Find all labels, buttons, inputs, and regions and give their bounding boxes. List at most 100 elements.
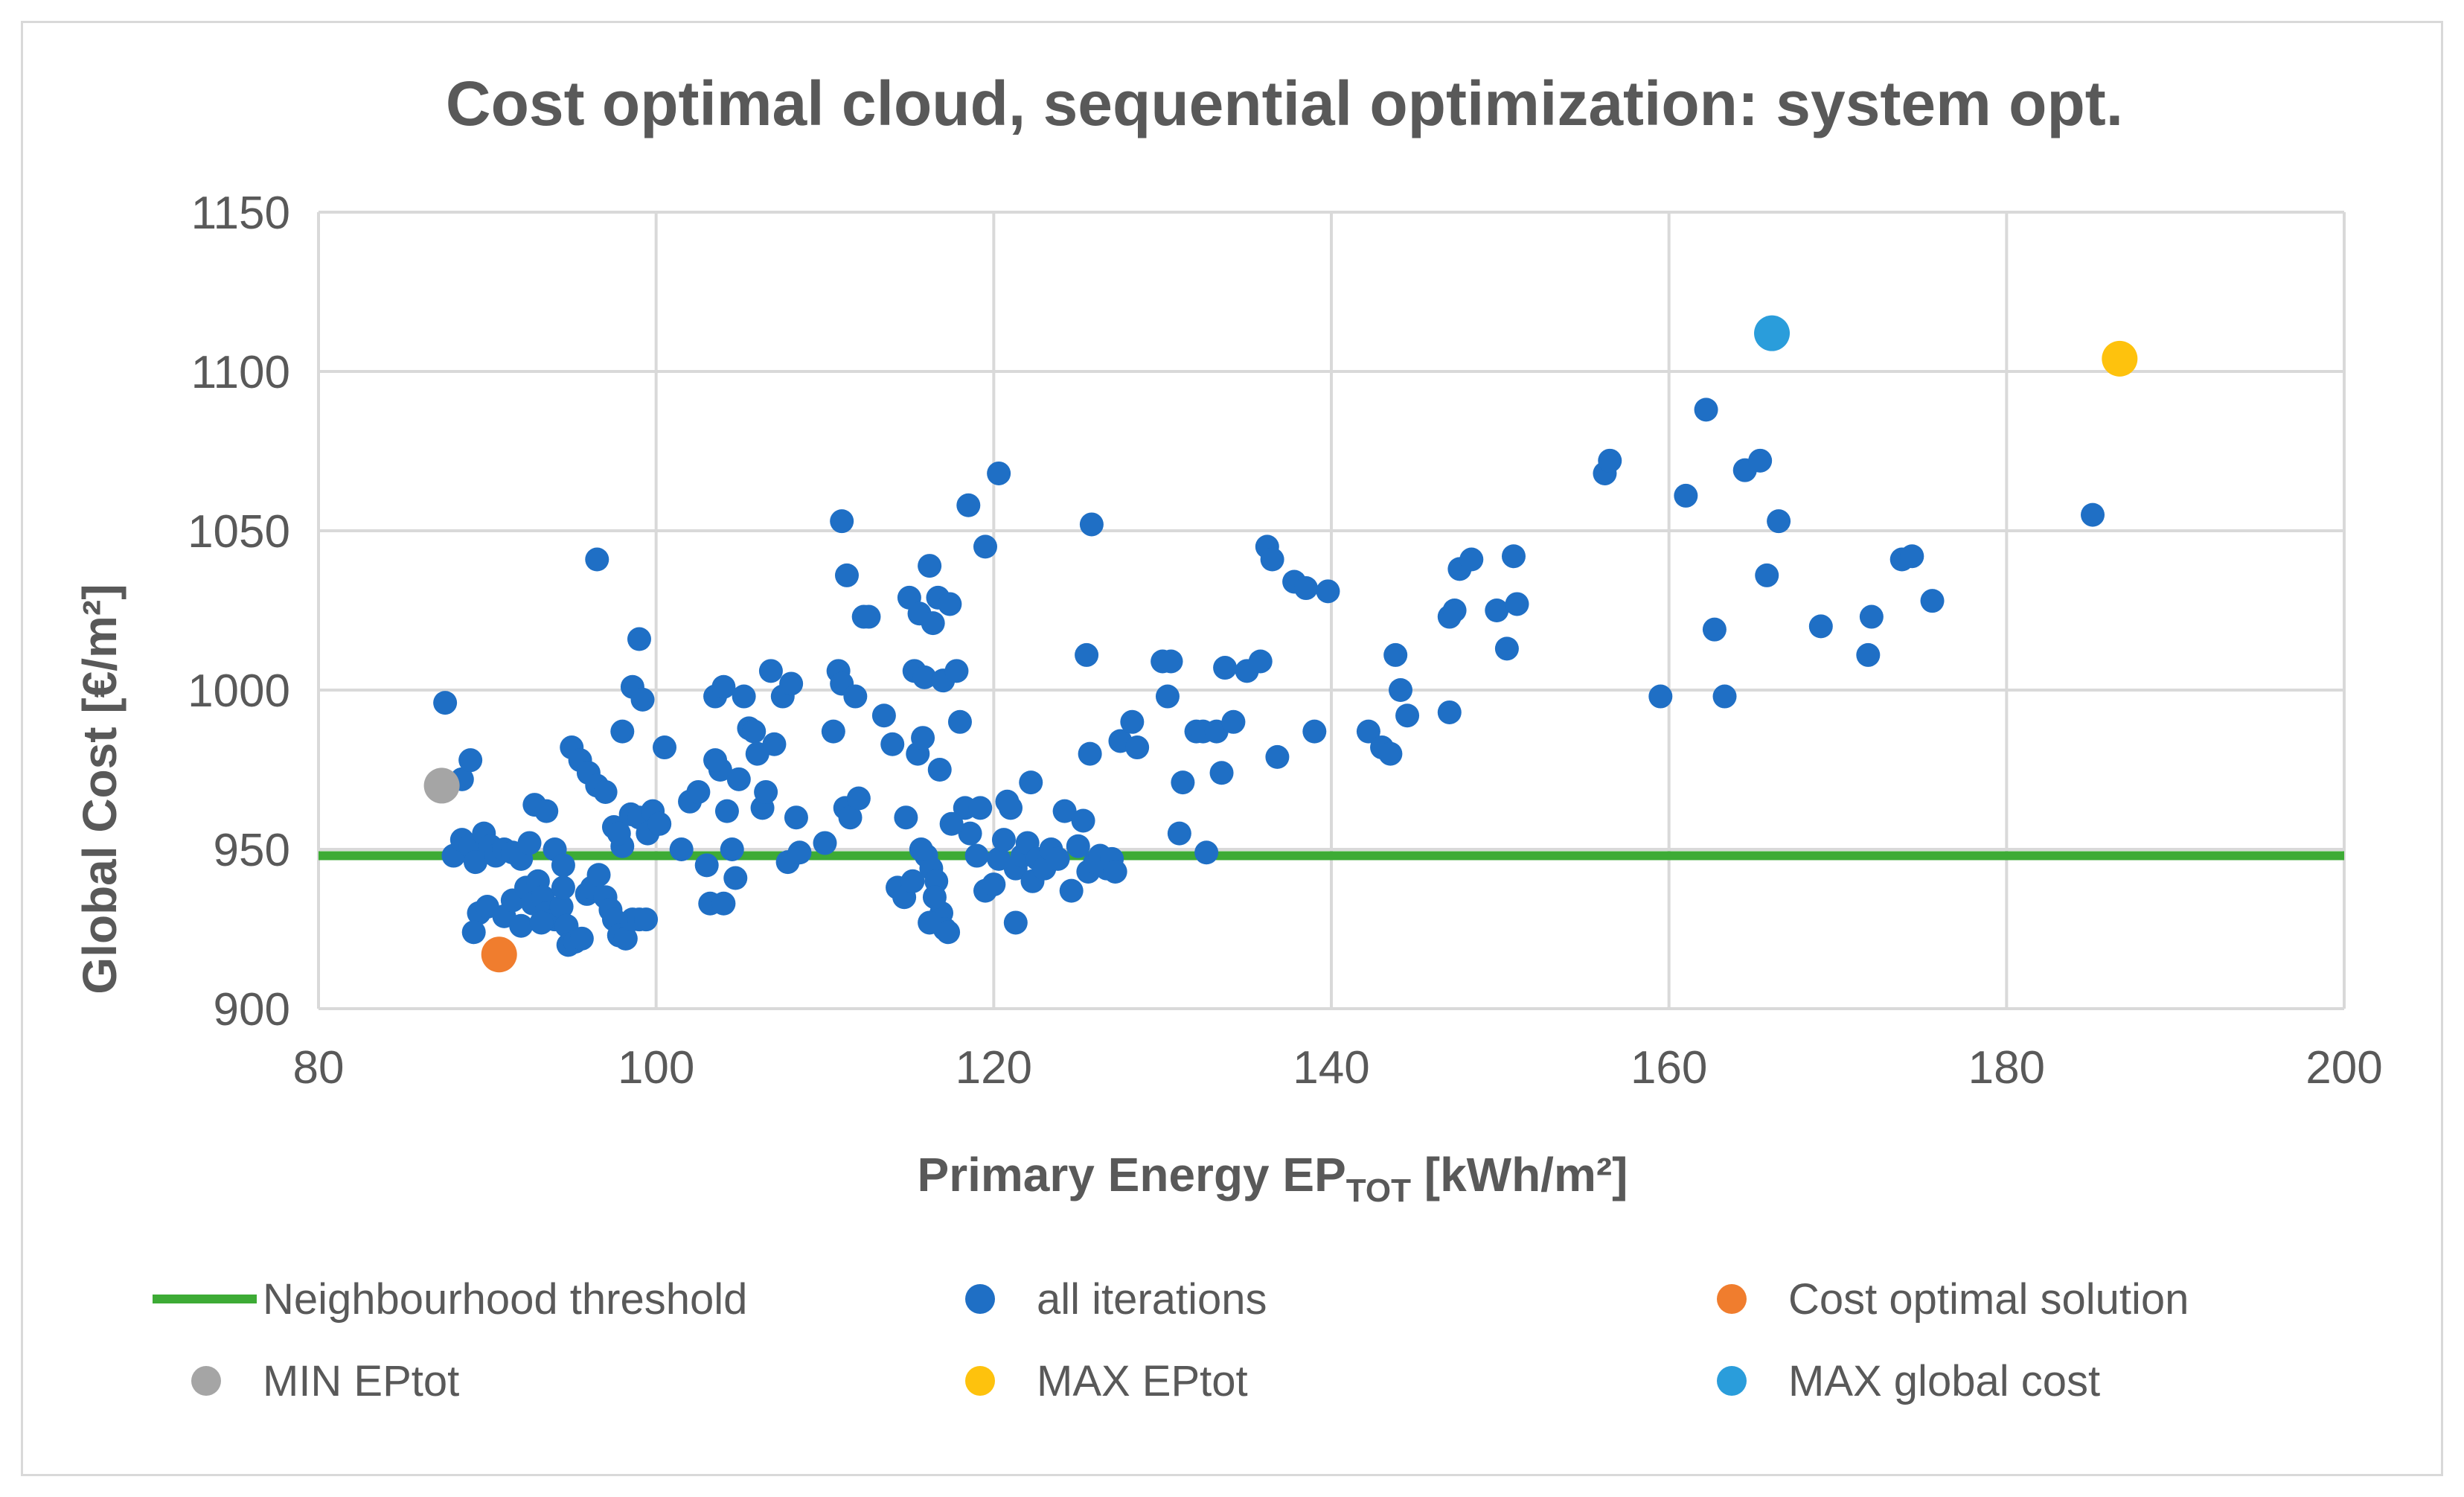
all-iterations-point <box>711 674 736 699</box>
all-iterations-point <box>2081 502 2105 527</box>
all-iterations-point <box>1859 604 1884 629</box>
all-iterations-point <box>630 687 655 712</box>
all-iterations-point <box>569 926 594 951</box>
all-iterations-point <box>927 758 952 782</box>
all-iterations-point <box>1046 846 1070 871</box>
all-iterations-point <box>1442 599 1467 622</box>
gridlines <box>317 211 2346 1010</box>
all-iterations-point <box>647 811 672 836</box>
all-iterations-point <box>834 563 859 587</box>
all-iterations-point <box>1167 821 1191 846</box>
all-iterations-point <box>754 779 778 804</box>
all-iterations-point <box>1383 642 1408 667</box>
all-iterations-point <box>987 461 1011 485</box>
all-iterations-point <box>1437 700 1462 724</box>
all-iterations-point <box>918 554 942 578</box>
chart-frame <box>21 21 2443 1476</box>
all-iterations-point <box>843 684 868 709</box>
y-tick-label: 1150 <box>191 188 290 239</box>
cost-optimal-solution-point <box>481 936 517 973</box>
all-iterations-point <box>711 891 736 916</box>
all-iterations-point <box>1767 509 1791 534</box>
all-iterations-point <box>995 789 1020 814</box>
legend-dot-swatch <box>965 1284 995 1314</box>
all-iterations-point <box>1395 703 1420 728</box>
all-iterations-point <box>871 703 896 728</box>
legend-label: Cost optimal solution <box>1788 1275 2189 1324</box>
all-iterations-point <box>958 821 982 846</box>
all-iterations-point <box>1389 678 1413 702</box>
all-iterations-point <box>909 837 933 861</box>
legend-dot-swatch <box>191 1366 221 1396</box>
all-iterations-point <box>627 627 651 651</box>
all-iterations-point <box>982 872 1006 897</box>
all-iterations-point <box>1485 599 1509 622</box>
all-iterations-point <box>1808 614 1833 639</box>
all-iterations-point <box>1501 544 1526 569</box>
all-iterations-point <box>784 805 808 830</box>
x-tick-label: 80 <box>293 1042 345 1094</box>
all-iterations-point <box>1459 547 1484 572</box>
all-iterations-point <box>529 910 554 935</box>
data-points <box>423 315 2138 973</box>
y-tick-label: 1050 <box>188 506 290 558</box>
all-iterations-point <box>1221 709 1246 734</box>
y-tick-label: 950 <box>214 825 290 876</box>
all-iterations-point <box>938 592 962 616</box>
all-iterations-point <box>1494 636 1519 661</box>
all-iterations-point <box>821 719 845 744</box>
all-iterations-point <box>1071 808 1095 833</box>
all-iterations-point <box>669 837 694 861</box>
all-iterations-point <box>1920 589 1945 613</box>
all-iterations-point <box>686 779 711 804</box>
all-iterations-point <box>714 799 739 823</box>
all-iterations-point <box>549 895 574 919</box>
all-iterations-point <box>613 926 638 951</box>
all-iterations-point <box>732 684 756 709</box>
all-iterations-point <box>551 853 575 878</box>
all-iterations-point <box>922 885 947 910</box>
all-iterations-point <box>610 719 635 744</box>
all-iterations-point <box>911 726 935 750</box>
legend: Neighbourhood threshold all iterations Cos… <box>153 1275 2189 1405</box>
all-iterations-point <box>944 659 969 683</box>
all-iterations-point <box>726 767 751 791</box>
all-iterations-point <box>1120 709 1145 734</box>
y-tick-label: 1100 <box>191 347 290 398</box>
y-axis-label: Global Cost [€/m²] <box>73 584 127 994</box>
x-axis-label-prefix: Primary Energy EP <box>918 1148 1346 1201</box>
legend-label: MIN EPtot <box>263 1357 459 1405</box>
all-iterations-point <box>1293 576 1318 601</box>
all-iterations-point <box>758 659 783 683</box>
all-iterations-point <box>787 840 812 865</box>
all-iterations-point <box>956 493 981 517</box>
chart-title: Cost optimal cloud, sequential optimizat… <box>446 68 2123 138</box>
all-iterations-point <box>1052 799 1077 823</box>
x-tick-label: 180 <box>1968 1042 2045 1094</box>
all-iterations-point <box>900 869 925 893</box>
all-iterations-point <box>1856 642 1881 667</box>
max-eptot-point <box>2102 340 2138 377</box>
all-iterations-point <box>694 853 719 878</box>
all-iterations-point <box>585 547 609 572</box>
all-iterations-point <box>723 866 748 890</box>
all-iterations-point <box>973 534 997 559</box>
x-tick-label: 160 <box>1631 1042 1707 1094</box>
all-iterations-point <box>762 732 787 756</box>
all-iterations-point <box>947 709 972 734</box>
tick-labels: 900 950 1000 1050 1100 1150 80 100 120 140 160 180 2… <box>188 188 2383 1094</box>
all-iterations-point <box>461 920 486 945</box>
all-iterations-point <box>517 831 542 855</box>
all-iterations-point <box>813 831 837 855</box>
all-iterations-point <box>433 691 458 715</box>
all-iterations-point <box>1356 719 1380 744</box>
all-iterations-point <box>912 665 937 689</box>
all-iterations-point <box>921 611 945 636</box>
all-iterations-point <box>1598 448 1622 473</box>
all-iterations-point <box>607 821 631 846</box>
all-iterations-point <box>1075 642 1099 667</box>
x-tick-label: 100 <box>618 1042 694 1094</box>
all-iterations-point <box>1159 649 1183 674</box>
all-iterations-point <box>830 509 854 534</box>
